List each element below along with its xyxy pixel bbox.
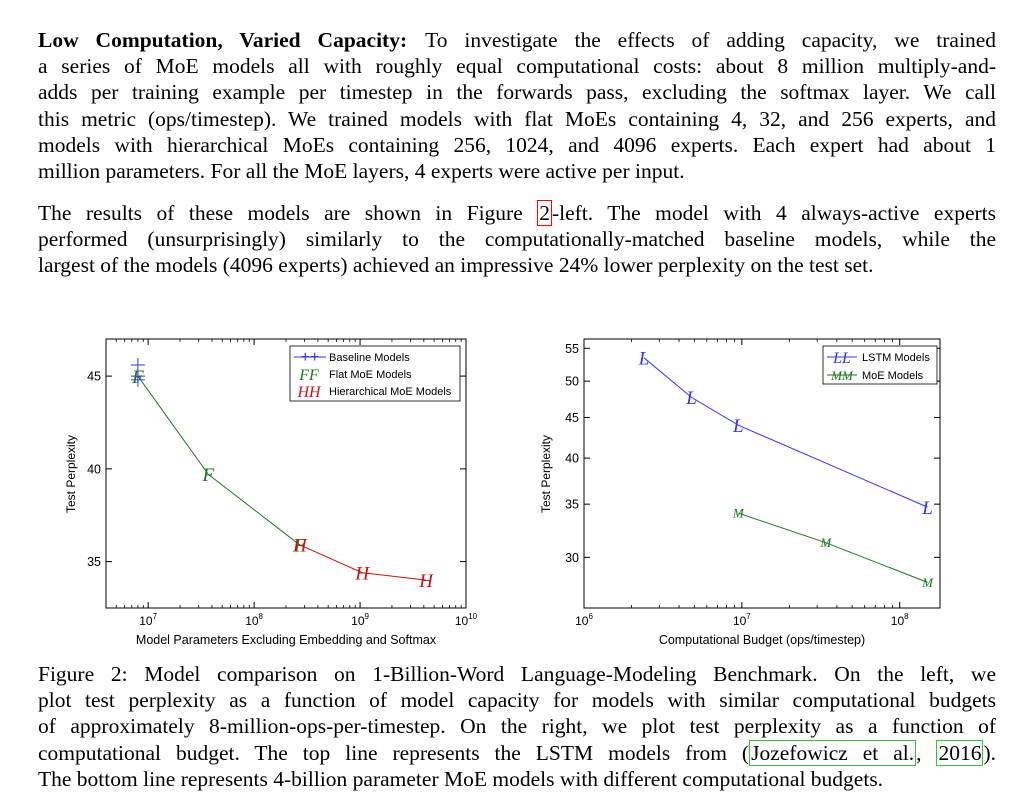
paragraph-line: million parameters. For all the MoE laye… (38, 159, 685, 184)
y-tick-label: 35 (565, 498, 579, 512)
legend-box (822, 345, 938, 385)
line-text: -left. The model with 4 always-active ex… (551, 201, 996, 225)
x-tick-label: 1010 (455, 612, 478, 628)
y-tick-label: 45 (87, 370, 101, 384)
data-point: L (638, 348, 650, 369)
legend-label-lstm: LSTM Models (862, 352, 930, 364)
x-tick-label: 108 (891, 612, 909, 628)
y-tick-label: 55 (565, 342, 579, 356)
x-tick-label: 107 (733, 612, 751, 628)
paragraph-line: adds per training example per timestep i… (38, 80, 996, 105)
data-point: H (292, 536, 308, 557)
y-axis-label: Test Perplexity (64, 435, 78, 513)
legend-box (289, 345, 461, 402)
data-point: L (921, 498, 933, 519)
paragraph-line: largest of the models (4096 experts) ach… (38, 253, 874, 278)
data-point: F (202, 465, 215, 486)
data-point: L (685, 388, 697, 409)
legend-marker-baseline: ++ (301, 349, 320, 366)
legend-label-hier: Hierarchical MoE Models (329, 386, 452, 398)
x-tick-label: 109 (351, 612, 369, 628)
series-line (299, 544, 427, 581)
legend-marker-flat: FF (298, 367, 319, 384)
data-point (130, 372, 145, 387)
x-tick-label: 108 (245, 612, 263, 628)
paragraph-results: The results of these models are shown in… (38, 200, 996, 279)
caption-line: The bottom line represents 4-billion par… (38, 766, 884, 791)
line-text: To investigate the effects of adding cap… (425, 28, 996, 52)
figure-reference-link[interactable]: 2 (537, 200, 552, 226)
line-text: computational budget. The top line repre… (38, 740, 750, 765)
line-text: ). (983, 740, 996, 765)
data-point: L (732, 416, 744, 437)
legend-marker-lstm: LL (832, 350, 851, 367)
figure-caption: Figure 2: Model comparison on 1-Billion-… (38, 661, 996, 792)
y-tick-label: 30 (565, 551, 579, 565)
legend-marker-hier: HH (296, 384, 322, 401)
x-tick-label: 106 (575, 612, 593, 628)
y-tick-label: 40 (87, 462, 101, 476)
legend-marker-moe: MM (830, 368, 854, 383)
line-text: , (916, 740, 922, 765)
legend: LL LSTM Models MM MoE Models (822, 345, 938, 385)
data-point: M (819, 535, 832, 550)
paragraph-line: Low Computation, Varied Capacity: To inve… (38, 27, 996, 53)
caption-line: computational budget. The top line repre… (38, 739, 996, 766)
legend: ++ Baseline Models FF Flat MoE Models HH… (289, 345, 461, 402)
citation-author-link[interactable]: Jozefowicz et al. (749, 739, 917, 766)
legend-label-flat: Flat MoE Models (329, 369, 412, 381)
y-tick-label: 50 (565, 375, 579, 389)
plot-frame (583, 338, 941, 609)
paragraph-line: The results of these models are shown in… (38, 200, 996, 226)
legend-label-moe: MoE Models (862, 370, 924, 382)
series-line (137, 375, 301, 546)
caption-line: of approximately 8-million-ops-per-times… (38, 714, 996, 739)
paragraph-line: a series of MoE models all with roughly … (38, 54, 996, 79)
caption-line: plot test perplexity as a function of mo… (38, 688, 996, 713)
y-axis-label: Test Perplexity (539, 435, 553, 513)
series-line (738, 512, 928, 583)
y-tick-label: 45 (565, 411, 579, 425)
series-line (643, 357, 928, 508)
paragraph-line: this metric (ops/timestep). We trained m… (38, 106, 996, 131)
citation-year-link[interactable]: 2016 (936, 739, 984, 766)
paragraph-line: models with hierarchical MoEs containing… (38, 132, 996, 157)
x-tick-label: 107 (139, 612, 157, 628)
data-point: M (921, 575, 934, 590)
data-point: F (293, 536, 306, 557)
caption-line: Figure 2: Model comparison on 1-Billion-… (38, 662, 996, 686)
line-text: The results of these models are shown in… (38, 201, 523, 225)
y-tick-label: 40 (565, 452, 579, 466)
legend-label-baseline: Baseline Models (329, 352, 410, 364)
y-tick-label: 35 (87, 555, 101, 569)
x-axis-label: Computational Budget (ops/timestep) (659, 633, 865, 647)
data-point: H (418, 571, 434, 592)
paragraph-capacity: Low Computation, Varied Capacity: To inve… (38, 27, 996, 184)
x-axis-label: Model Parameters Excluding Embedding and… (136, 633, 437, 647)
data-point: H (354, 563, 370, 584)
data-point: F (131, 367, 144, 388)
data-point: M (732, 506, 745, 521)
run-in-heading: Low Computation, Varied Capacity: (38, 28, 408, 52)
paragraph-line: performed (unsurprisingly) similarly to … (38, 227, 996, 252)
